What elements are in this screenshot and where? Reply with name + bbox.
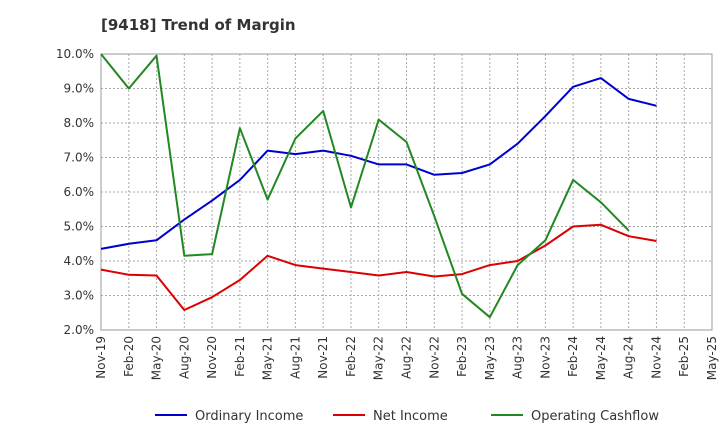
series-line-operating-cashflow: [100, 53, 630, 319]
x-tick-label: Nov-19: [94, 336, 108, 379]
legend-label: Operating Cashflow: [531, 409, 659, 424]
y-axis: 2.0% 3.0% 4.0% 5.0% 6.0% 7.0% 8.0% 9.0% 10.0%: [56, 47, 94, 337]
x-tick-label: Feb-20: [122, 336, 136, 377]
x-tick-label: Feb-22: [344, 336, 358, 377]
x-tick-label: Nov-20: [205, 336, 219, 379]
y-tick-label: 7.0%: [64, 151, 95, 165]
x-tick-label: Feb-21: [233, 336, 247, 377]
y-tick-label: 5.0%: [64, 220, 95, 234]
x-tick-label: Feb-25: [677, 336, 691, 377]
x-tick-label: May-22: [372, 336, 386, 380]
plot-area: [100, 53, 713, 331]
x-tick-label: May-21: [261, 336, 275, 380]
legend: Ordinary Income Net Income Operating Cashf…: [155, 409, 659, 424]
x-tick-label: Aug-20: [177, 336, 191, 379]
x-tick-label: Feb-23: [455, 336, 469, 377]
series-line-ordinary-income: [100, 77, 657, 250]
x-tick-label: May-23: [483, 336, 497, 380]
series-line-net-income: [100, 223, 657, 311]
chart-grid: [100, 53, 713, 331]
x-tick-label: Feb-24: [566, 336, 580, 377]
legend-label: Ordinary Income: [195, 409, 303, 424]
x-tick-label: Nov-22: [427, 336, 441, 379]
x-tick-label: Aug-21: [288, 336, 302, 379]
y-tick-label: 6.0%: [64, 185, 95, 199]
x-tick-label: Aug-24: [622, 336, 636, 379]
chart-title: [9418] Trend of Margin: [101, 16, 296, 34]
x-tick-label: May-24: [594, 336, 608, 380]
x-tick-label: May-25: [705, 336, 719, 380]
legend-label: Net Income: [373, 409, 448, 424]
x-tick-label: Nov-24: [649, 336, 663, 379]
x-tick-label: Aug-23: [511, 336, 525, 379]
y-tick-label: 2.0%: [64, 323, 95, 337]
y-tick-label: 4.0%: [64, 254, 95, 268]
y-tick-label: 9.0%: [64, 82, 95, 96]
x-axis: Nov-19 Feb-20 May-20 Aug-20 Nov-20 Feb-21 May-…: [94, 336, 719, 380]
y-tick-label: 8.0%: [64, 116, 95, 130]
x-tick-label: Aug-22: [400, 336, 414, 379]
y-tick-label: 10.0%: [56, 47, 94, 61]
x-tick-label: Nov-21: [316, 336, 330, 379]
y-tick-label: 3.0%: [64, 289, 95, 303]
series-lines: [100, 53, 657, 319]
x-tick-label: May-20: [150, 336, 164, 380]
x-tick-label: Nov-23: [538, 336, 552, 379]
